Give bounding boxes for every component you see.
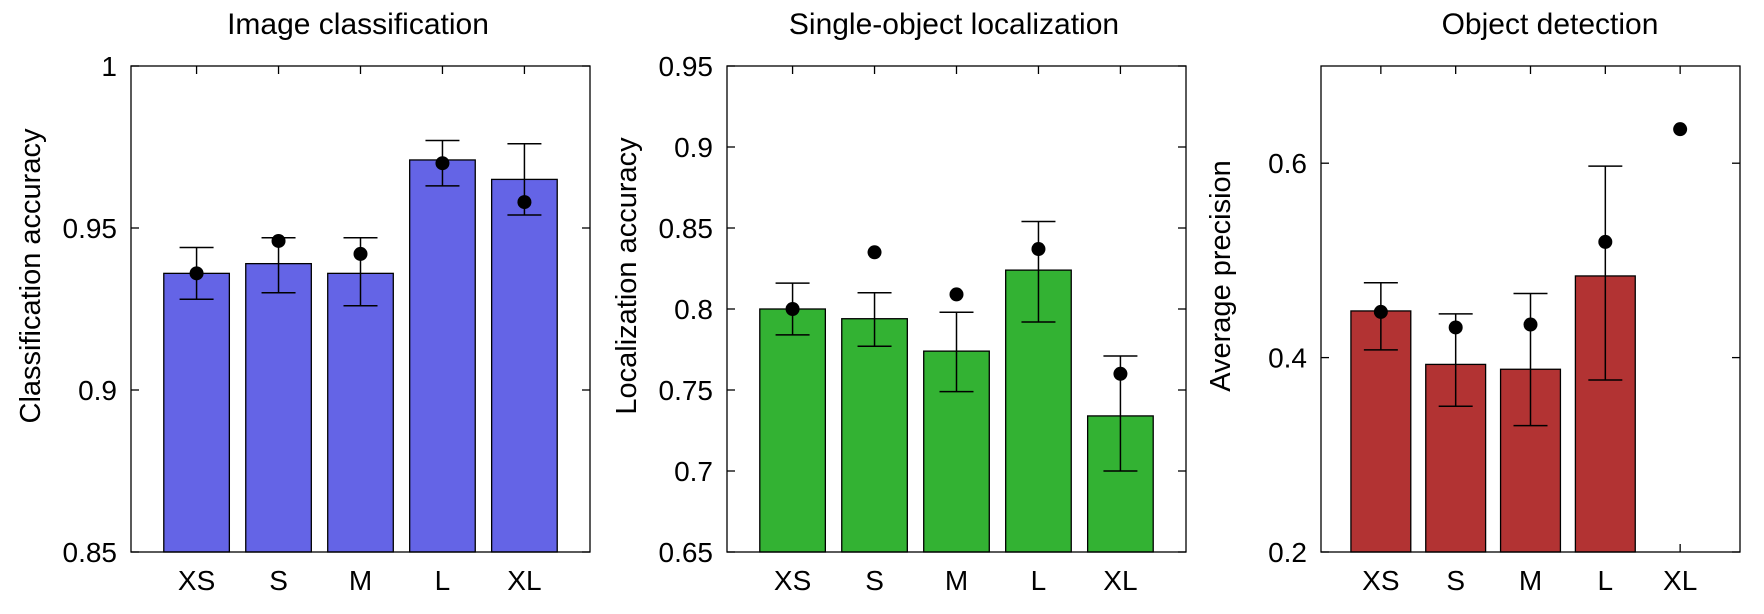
y-tick-label: 0.95 [63, 213, 118, 244]
x-tick-label: XL [1103, 565, 1137, 596]
data-point [1448, 320, 1463, 335]
y-tick-label: 0.95 [659, 51, 714, 82]
data-point [353, 246, 368, 261]
chart-title: Object detection [1442, 8, 1659, 41]
x-tick-label: S [1446, 565, 1465, 596]
y-tick-label: 0.2 [1268, 537, 1307, 568]
data-point [949, 287, 964, 302]
x-tick-label: S [269, 565, 288, 596]
bar [409, 159, 476, 553]
panel-image-classification: Image classification Classification accu… [15, 8, 591, 596]
data-point [867, 245, 882, 260]
x-tick-label: L [435, 565, 451, 596]
data-point [1523, 317, 1538, 332]
y-tick-label: 0.4 [1268, 343, 1307, 374]
x-tick-label: XS [1362, 565, 1399, 596]
bar [490, 178, 558, 553]
y-tick-label: 0.85 [659, 213, 714, 244]
y-tick-label: 0.8 [674, 294, 713, 325]
x-tick-label: L [1598, 565, 1614, 596]
data-point [1113, 366, 1128, 381]
data-point [189, 266, 204, 281]
plot-frame [1320, 65, 1741, 553]
y-axis-label: Classification accuracy [15, 128, 47, 423]
x-tick-label: XL [1663, 565, 1697, 596]
data-point [785, 302, 800, 316]
x-tick-label: XL [507, 565, 541, 596]
x-tick-label: M [945, 565, 968, 596]
y-tick-label: 0.9 [78, 375, 117, 406]
data-point [435, 156, 450, 171]
y-tick-label: 0.85 [63, 537, 118, 568]
bar [245, 262, 312, 553]
y-tick-label: 0.9 [674, 132, 713, 163]
y-tick-label: 0.6 [1268, 148, 1307, 179]
panel-object-detection: Object detection Average precision 0.2 0.… [1205, 8, 1741, 596]
y-tick-label: 0.75 [659, 375, 714, 406]
plot-frame [130, 65, 591, 553]
bar [841, 318, 908, 553]
y-axis-label: Average precision [1205, 160, 1237, 392]
x-tick-label: M [1519, 565, 1542, 596]
data-point [1373, 304, 1388, 319]
data-point [517, 195, 532, 210]
x-tick-label: XS [178, 565, 215, 596]
x-tick-label: XS [774, 565, 811, 596]
bar [759, 308, 827, 553]
y-tick-label: 1 [101, 51, 117, 82]
y-axis-label: Localization accuracy [611, 137, 643, 415]
data-point [1673, 122, 1688, 137]
x-tick-label: S [865, 565, 884, 596]
panel-single-object-localization: Single-object localization Localization … [611, 8, 1187, 596]
y-tick-label: 0.65 [659, 537, 714, 568]
bar [1350, 310, 1412, 553]
bar [163, 272, 231, 553]
chart-title: Image classification [227, 8, 489, 41]
data-point [1598, 234, 1613, 249]
x-tick-label: M [349, 565, 372, 596]
x-tick-label: L [1031, 565, 1047, 596]
data-point [1031, 242, 1046, 257]
y-tick-label: 0.7 [674, 456, 713, 487]
bar [327, 272, 394, 553]
data-point [271, 233, 286, 248]
chart-title: Single-object localization [789, 8, 1119, 41]
plot-frame [726, 65, 1187, 553]
